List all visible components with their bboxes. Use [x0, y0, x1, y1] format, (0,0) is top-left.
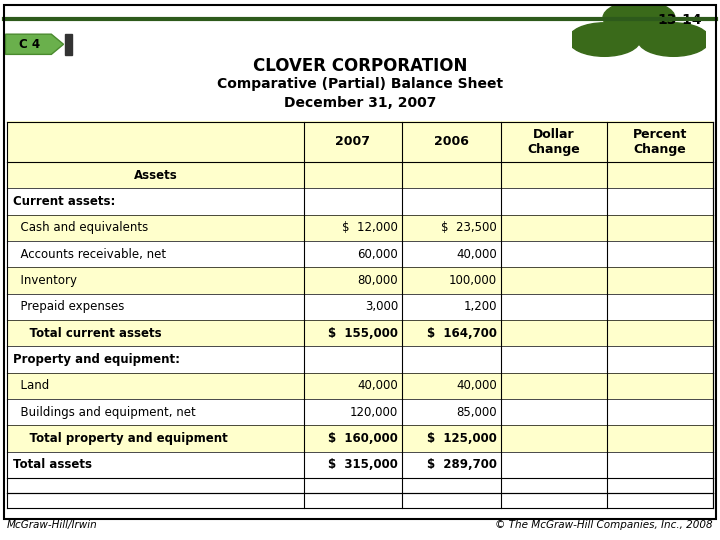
Text: CLOVER CORPORATION: CLOVER CORPORATION: [253, 57, 467, 75]
Text: Prepaid expenses: Prepaid expenses: [13, 300, 125, 313]
Circle shape: [603, 1, 675, 35]
Text: Percent
Change: Percent Change: [633, 128, 687, 156]
Text: 40,000: 40,000: [357, 379, 398, 392]
Circle shape: [638, 23, 710, 56]
Text: 120,000: 120,000: [350, 406, 398, 419]
Text: $  160,000: $ 160,000: [328, 432, 398, 445]
Text: $  125,000: $ 125,000: [427, 432, 497, 445]
FancyArrow shape: [6, 34, 63, 55]
Text: Comparative (Partial) Balance Sheet: Comparative (Partial) Balance Sheet: [217, 77, 503, 91]
Text: $  315,000: $ 315,000: [328, 458, 398, 471]
Text: Property and equipment:: Property and equipment:: [13, 353, 180, 366]
Text: 13-14: 13-14: [657, 14, 702, 28]
Text: 2006: 2006: [434, 135, 469, 148]
Text: 100,000: 100,000: [449, 274, 497, 287]
Bar: [65, 33, 72, 55]
Text: $  289,700: $ 289,700: [427, 458, 497, 471]
Text: Current assets:: Current assets:: [13, 195, 115, 208]
Text: Buildings and equipment, net: Buildings and equipment, net: [13, 406, 196, 419]
Text: Accounts receivable, net: Accounts receivable, net: [13, 248, 166, 261]
Text: Land: Land: [13, 379, 49, 392]
Text: 60,000: 60,000: [357, 248, 398, 261]
Text: Total assets: Total assets: [13, 458, 92, 471]
Text: Assets: Assets: [133, 168, 177, 181]
Text: $  23,500: $ 23,500: [441, 221, 497, 234]
Text: C 4: C 4: [19, 38, 40, 51]
Text: $  12,000: $ 12,000: [342, 221, 398, 234]
Text: Total current assets: Total current assets: [13, 327, 161, 340]
Text: 1,200: 1,200: [463, 300, 497, 313]
Text: 40,000: 40,000: [456, 248, 497, 261]
Text: 85,000: 85,000: [456, 406, 497, 419]
Text: 2007: 2007: [336, 135, 371, 148]
Text: 80,000: 80,000: [357, 274, 398, 287]
Text: Dollar
Change: Dollar Change: [528, 128, 580, 156]
Text: Cash and equivalents: Cash and equivalents: [13, 221, 148, 234]
Text: McGraw-Hill/Irwin: McGraw-Hill/Irwin: [7, 520, 98, 530]
Text: $  164,700: $ 164,700: [427, 327, 497, 340]
Text: Total property and equipment: Total property and equipment: [13, 432, 228, 445]
Text: © The McGraw-Hill Companies, Inc., 2008: © The McGraw-Hill Companies, Inc., 2008: [495, 520, 713, 530]
Text: December 31, 2007: December 31, 2007: [284, 96, 436, 110]
Text: $  155,000: $ 155,000: [328, 327, 398, 340]
Text: Inventory: Inventory: [13, 274, 77, 287]
Text: 40,000: 40,000: [456, 379, 497, 392]
Circle shape: [568, 23, 640, 56]
Text: 3,000: 3,000: [365, 300, 398, 313]
